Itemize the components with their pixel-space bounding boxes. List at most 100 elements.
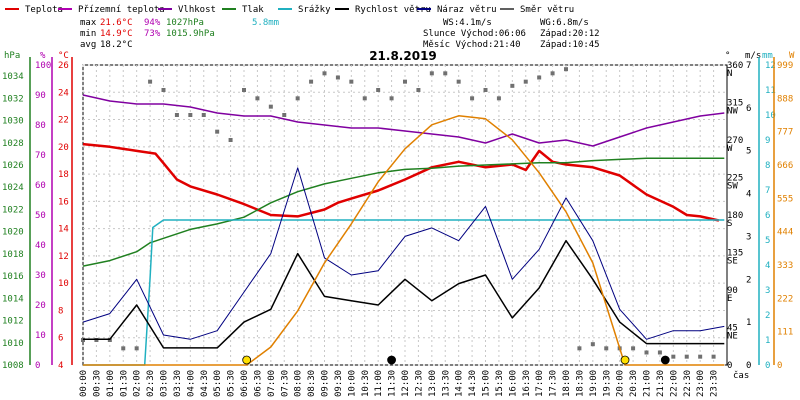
axis-tick-time: 12:00: [401, 370, 411, 397]
axis-tick-pct: 20: [35, 301, 46, 311]
axis-tick-degc: 24: [58, 88, 69, 98]
axis-tick-w: 777: [777, 128, 793, 138]
axis-tick-ms: 7: [746, 61, 751, 71]
axis-tick-degc: 16: [58, 197, 69, 207]
axis-tick-time: 13:00: [428, 370, 438, 397]
axis-tick-degc: 6: [58, 334, 63, 344]
axis-tick-time: 00:00: [79, 370, 89, 397]
stat-wg: WG:6.8m/s: [540, 18, 589, 28]
axis-tick-time: 09:30: [334, 370, 344, 397]
axis-tick-hpa: 1014: [2, 294, 24, 304]
wind-direction-point: [483, 88, 488, 92]
axis-tick-mm: 11: [765, 86, 776, 96]
axis-unit-w: W: [789, 51, 795, 61]
axis-tick-degc: 10: [58, 279, 69, 289]
axis-tick-time: 02:30: [146, 370, 156, 397]
stat-min-temp: 14.9°C: [100, 29, 133, 39]
axis-unit-degc: °C: [58, 51, 69, 61]
axis-tick-hpa: 1016: [2, 272, 24, 282]
axis-tick-pct: 50: [35, 211, 46, 221]
axis-tick-time: 16:30: [522, 370, 532, 397]
axis-tick-time: 20:30: [629, 370, 639, 397]
axis-unit-pct: %: [40, 51, 46, 61]
axis-tick-time: 18:30: [575, 370, 585, 397]
wind-direction-point: [389, 96, 394, 101]
wind-direction-point: [496, 96, 501, 101]
axis-tick-time: 22:00: [669, 370, 679, 397]
wind-direction-point: [201, 113, 206, 117]
axis-tick-w: 666: [777, 161, 793, 171]
axis-tick-mm: 8: [765, 161, 770, 171]
wind-direction-point: [510, 83, 515, 88]
stat-min-label: min: [80, 29, 96, 39]
axis-unit-hpa: hPa: [4, 51, 20, 61]
axis-tick-pct: 80: [35, 121, 46, 131]
legend-label: Vlhkost: [178, 5, 216, 15]
axis-tick-dir: 225: [727, 174, 743, 184]
axis-tick-time: 21:30: [656, 370, 666, 397]
sun-moon-marker: [660, 355, 670, 365]
wind-direction-point: [282, 113, 287, 117]
legend-label: Tlak: [242, 5, 264, 15]
axis-tick-time: 20:00: [616, 370, 626, 397]
axis-tick-mm: 10: [765, 111, 776, 121]
axis-tick-hpa: 1030: [2, 117, 24, 127]
wind-direction-point: [416, 88, 421, 92]
axis-tick-mm: 3: [765, 286, 770, 296]
wind-direction-point: [255, 96, 260, 101]
axis-tick-time: 23:30: [710, 370, 720, 397]
wind-direction-point: [684, 354, 689, 359]
axis-tick-ms: 5: [746, 147, 751, 157]
axis-tick-mm: 2: [765, 311, 770, 321]
axis-tick-time: 22:30: [683, 370, 693, 397]
axis-tick-mm: 1: [765, 336, 770, 346]
series-wind-gust: [82, 167, 725, 340]
wind-direction-point: [711, 354, 716, 359]
axis-tick-time: 02:00: [133, 370, 143, 397]
stat-max-rain: 5.8mm: [252, 18, 279, 28]
axis-tick-time: 06:30: [253, 370, 263, 397]
axis-tick-w: 0: [777, 361, 782, 371]
axis-tick-mm: 7: [765, 186, 770, 196]
axis-tick-dir: 270: [727, 136, 743, 146]
wind-direction-point: [403, 79, 407, 84]
axis-tick-time: 08:00: [294, 370, 304, 397]
axis-tick-time: 10:00: [347, 370, 357, 397]
axis-tick-time: 17:30: [549, 370, 559, 397]
axis-tick-w: 333: [777, 261, 793, 271]
axis-tick-hpa: 1028: [2, 139, 24, 149]
axis-tick-time: 05:00: [213, 370, 223, 397]
wind-direction-point: [376, 88, 381, 92]
wind-direction-point: [215, 129, 220, 134]
axis-tick-dir: 135: [727, 249, 743, 259]
axis-tick-time: 03:00: [160, 370, 170, 397]
wind-direction-point: [228, 138, 233, 142]
wind-direction-point: [456, 79, 461, 84]
axis-tick-time: 08:30: [307, 370, 317, 397]
chart-title: 21.8.2019: [369, 49, 437, 63]
axis-tick-mm: 0: [765, 361, 770, 371]
sun-moon-marker: [620, 355, 630, 365]
wind-direction-point: [550, 71, 555, 76]
axis-tick-degc: 12: [58, 252, 69, 262]
axis-tick-dir-letter: S: [727, 219, 732, 229]
axis-tick-pct: 90: [35, 91, 46, 101]
stat-ws: WS:4.1m/s: [443, 18, 492, 28]
stat-sun: Slunce Východ:06:06: [423, 29, 526, 39]
wind-direction-point: [148, 79, 153, 84]
axis-tick-dir-letter: W: [727, 144, 733, 154]
axis-tick-dir-letter: NE: [727, 332, 738, 342]
wind-direction-point: [631, 346, 636, 351]
axis-tick-w: 222: [777, 294, 793, 304]
axis-tick-time: 07:30: [280, 370, 290, 397]
axis-tick-w: 999: [777, 61, 793, 71]
axis-tick-pct: 60: [35, 181, 46, 191]
axis-tick-degc: 20: [58, 143, 69, 153]
axis-tick-dir-letter: E: [727, 294, 732, 304]
axis-tick-time: 16:00: [508, 370, 518, 397]
axis-label-time: čas: [733, 370, 749, 381]
axis-tick-dir: 360: [727, 61, 743, 71]
wind-direction-point: [242, 88, 246, 92]
axis-tick-pct: 70: [35, 151, 46, 161]
stat-avg-temp: 18.2°C: [100, 40, 133, 50]
